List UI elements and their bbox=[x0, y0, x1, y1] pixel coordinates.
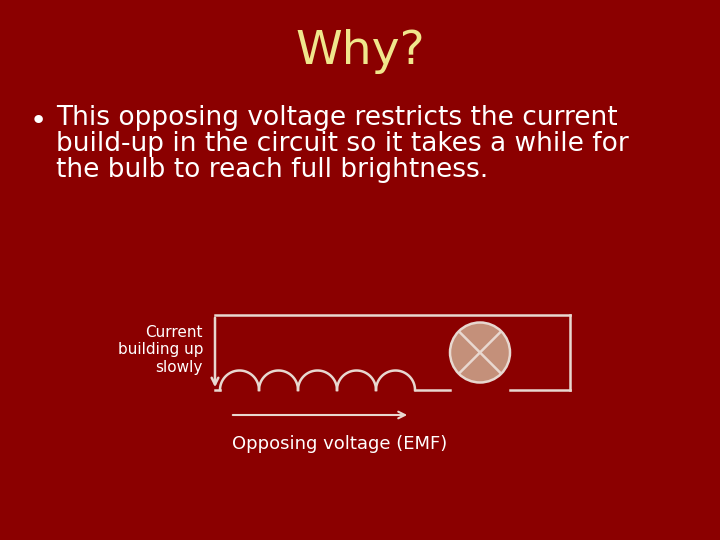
Text: Current
building up
slowly: Current building up slowly bbox=[117, 325, 203, 375]
Text: the bulb to reach full brightness.: the bulb to reach full brightness. bbox=[56, 157, 488, 183]
Text: build-up in the circuit so it takes a while for: build-up in the circuit so it takes a wh… bbox=[56, 131, 629, 157]
Text: This opposing voltage restricts the current: This opposing voltage restricts the curr… bbox=[56, 105, 618, 131]
Text: Opposing voltage (EMF): Opposing voltage (EMF) bbox=[233, 435, 448, 453]
Text: •: • bbox=[30, 107, 48, 135]
Text: Why?: Why? bbox=[295, 30, 425, 75]
Circle shape bbox=[450, 322, 510, 382]
